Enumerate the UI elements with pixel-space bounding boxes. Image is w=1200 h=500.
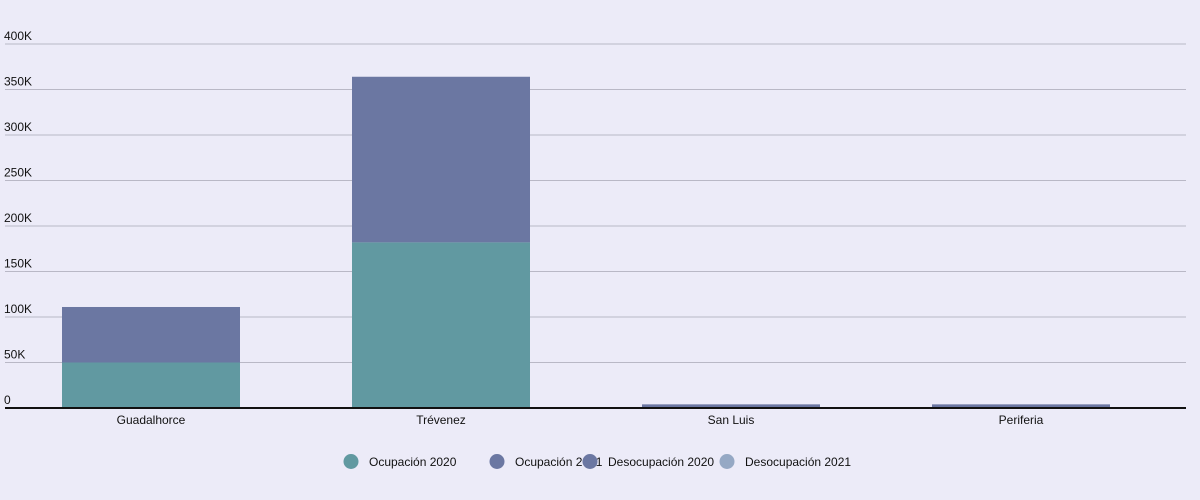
bar-segment[interactable] [932,404,1110,408]
legend-swatch [582,454,598,469]
y-tick-label: 0 [4,393,11,407]
y-tick-label: 150K [4,257,32,271]
y-tick-label: 350K [4,75,32,89]
legend-swatch [343,454,359,469]
legend: Ocupación 2020 Ocupación 2021 Desocupación… [343,454,851,469]
bar-segment[interactable] [62,362,240,409]
y-tick-label: 250K [4,166,32,180]
legend-swatch [489,454,505,469]
bar-segment[interactable] [642,404,820,408]
bar-segment[interactable] [352,242,530,408]
y-tick-label: 400K [4,29,32,43]
y-tick-label: 100K [4,302,32,316]
legend-label[interactable]: Desocupación 2021 [745,455,851,469]
y-tick-label: 300K [4,120,32,134]
legend-swatch [719,454,735,469]
y-tick-label: 50K [4,348,25,362]
bars [62,76,1110,409]
legend-label[interactable]: Desocupación 2020 [608,455,714,469]
bar-segment[interactable] [62,306,240,363]
legend-label[interactable]: Ocupación 2021 [515,455,603,469]
x-tick-label: Periferia [999,413,1044,427]
legend-label[interactable]: Ocupación 2020 [369,455,457,469]
x-axis-labels: Guadalhorce Trévenez San Luis Periferia [117,413,1044,427]
x-tick-label: Trévenez [416,413,466,427]
y-tick-label: 200K [4,211,32,225]
bar-segment[interactable] [352,76,530,243]
x-tick-label: San Luis [708,413,755,427]
x-tick-label: Guadalhorce [117,413,186,427]
y-axis-ticks: 0 50K 100K 150K 200K 250K 300K 350K 400K [4,29,32,407]
